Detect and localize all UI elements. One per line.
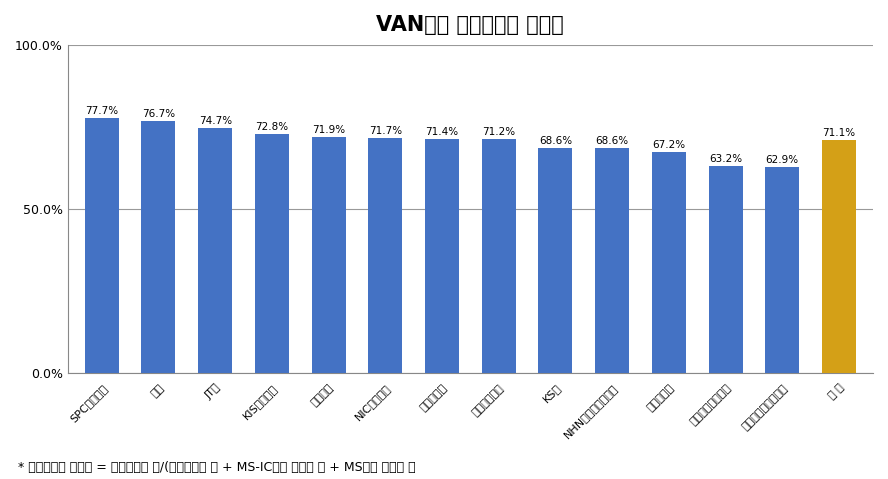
Bar: [652, 152, 686, 373]
Bar: [141, 121, 176, 373]
Bar: [312, 137, 345, 373]
Bar: [595, 148, 630, 373]
Title: VAN사별 등록단말기 설치율: VAN사별 등록단말기 설치율: [377, 15, 564, 35]
Text: * 등록단말기 설치율 = 등록단말기 수/(등록단말기 수 + MS-IC겨용 단말기 수 + MS전용 단말기 수: * 등록단말기 설치율 = 등록단말기 수/(등록단말기 수 + MS-IC겨용…: [18, 461, 416, 474]
Text: 68.6%: 68.6%: [596, 136, 629, 146]
Text: 72.8%: 72.8%: [256, 122, 289, 132]
Text: 71.4%: 71.4%: [425, 126, 458, 137]
Bar: [369, 137, 402, 373]
Text: 71.7%: 71.7%: [369, 125, 402, 136]
Bar: [481, 139, 516, 373]
Bar: [198, 128, 232, 373]
Bar: [84, 118, 119, 373]
Text: 68.6%: 68.6%: [539, 136, 572, 146]
Text: 77.7%: 77.7%: [85, 106, 118, 116]
Text: 71.1%: 71.1%: [822, 128, 855, 137]
Text: 76.7%: 76.7%: [142, 109, 175, 119]
Bar: [255, 134, 289, 373]
Bar: [538, 148, 573, 373]
Text: 74.7%: 74.7%: [199, 116, 232, 126]
Text: 63.2%: 63.2%: [709, 154, 742, 163]
Bar: [425, 138, 459, 373]
Text: 71.2%: 71.2%: [482, 127, 515, 137]
Text: 71.9%: 71.9%: [312, 125, 345, 135]
Text: 62.9%: 62.9%: [765, 155, 799, 165]
Bar: [709, 166, 742, 373]
Bar: [822, 139, 856, 373]
Text: 67.2%: 67.2%: [653, 140, 686, 150]
Bar: [765, 167, 799, 373]
